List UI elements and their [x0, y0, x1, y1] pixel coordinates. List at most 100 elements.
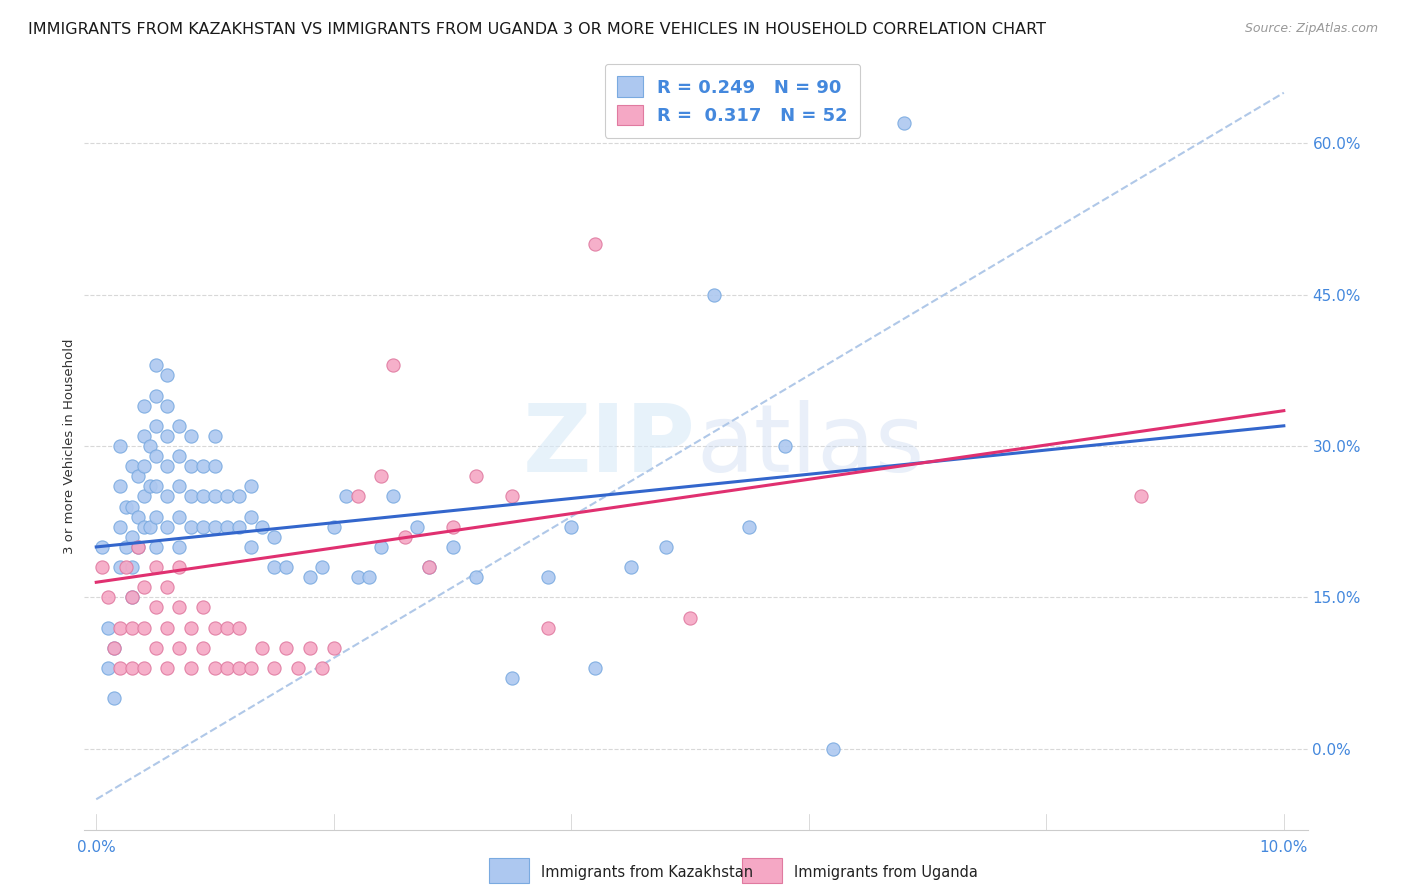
Text: Immigrants from Uganda: Immigrants from Uganda — [794, 865, 979, 880]
Point — [536, 570, 558, 584]
Point — [298, 640, 321, 655]
Point — [121, 591, 143, 605]
Point — [560, 520, 582, 534]
Point — [263, 661, 285, 675]
Point — [322, 520, 344, 534]
Point — [132, 580, 155, 594]
Point — [263, 560, 285, 574]
Point — [703, 287, 725, 301]
Point — [145, 560, 167, 574]
Point — [239, 540, 262, 554]
Point — [127, 509, 149, 524]
Point — [215, 490, 238, 504]
Point — [156, 520, 179, 534]
Point — [108, 661, 131, 675]
Point — [138, 520, 160, 534]
Point — [204, 621, 226, 635]
Point — [156, 368, 179, 383]
Point — [145, 449, 167, 463]
Point — [156, 621, 179, 635]
Point — [276, 560, 298, 574]
Point — [204, 429, 226, 443]
Point — [121, 661, 143, 675]
Point — [655, 540, 678, 554]
Point — [180, 429, 202, 443]
Point — [228, 661, 250, 675]
Point — [1130, 490, 1153, 504]
Point — [108, 439, 131, 453]
Point — [418, 560, 440, 574]
Point — [145, 509, 167, 524]
Point — [191, 600, 214, 615]
Point — [169, 418, 191, 433]
Point — [679, 610, 702, 624]
Point — [370, 540, 392, 554]
Point — [359, 570, 381, 584]
Point — [276, 640, 298, 655]
Point — [204, 490, 226, 504]
Legend: R = 0.249   N = 90, R =  0.317   N = 52: R = 0.249 N = 90, R = 0.317 N = 52 — [605, 64, 860, 138]
Point — [169, 479, 191, 493]
Point — [169, 540, 191, 554]
Point — [145, 640, 167, 655]
Point — [228, 520, 250, 534]
Point — [239, 661, 262, 675]
Point — [156, 490, 179, 504]
Point — [441, 540, 464, 554]
Point — [228, 490, 250, 504]
Point — [370, 469, 392, 483]
Point — [311, 661, 333, 675]
Point — [501, 490, 523, 504]
Point — [145, 600, 167, 615]
Point — [346, 490, 368, 504]
Point — [169, 640, 191, 655]
Point — [346, 570, 368, 584]
Point — [239, 479, 262, 493]
Point — [252, 640, 274, 655]
Point — [97, 591, 120, 605]
Point — [191, 490, 214, 504]
Point — [169, 509, 191, 524]
Point — [418, 560, 440, 574]
Text: ZIP: ZIP — [523, 400, 696, 492]
Point — [228, 621, 250, 635]
Point — [583, 237, 606, 252]
Point — [132, 490, 155, 504]
Point — [180, 459, 202, 474]
Point — [156, 429, 179, 443]
Point — [215, 621, 238, 635]
Point — [773, 439, 796, 453]
Point — [91, 560, 114, 574]
Point — [406, 520, 429, 534]
Text: atlas: atlas — [696, 400, 924, 492]
Point — [103, 691, 125, 706]
Point — [91, 540, 114, 554]
Point — [215, 520, 238, 534]
Point — [298, 570, 321, 584]
Point — [127, 540, 149, 554]
Point — [441, 520, 464, 534]
Point — [738, 520, 761, 534]
Text: Immigrants from Kazakhstan: Immigrants from Kazakhstan — [541, 865, 754, 880]
Point — [156, 459, 179, 474]
Point — [145, 358, 167, 372]
Point — [108, 520, 131, 534]
Point — [335, 490, 357, 504]
Point — [893, 116, 915, 130]
FancyBboxPatch shape — [742, 858, 782, 883]
Point — [156, 580, 179, 594]
Point — [215, 661, 238, 675]
Point — [132, 621, 155, 635]
Point — [239, 509, 262, 524]
Point — [287, 661, 309, 675]
Point — [204, 520, 226, 534]
Point — [121, 500, 143, 514]
Point — [132, 520, 155, 534]
FancyBboxPatch shape — [489, 858, 529, 883]
Point — [501, 671, 523, 685]
Point — [145, 540, 167, 554]
Point — [169, 449, 191, 463]
Point — [108, 560, 131, 574]
Text: IMMIGRANTS FROM KAZAKHSTAN VS IMMIGRANTS FROM UGANDA 3 OR MORE VEHICLES IN HOUSE: IMMIGRANTS FROM KAZAKHSTAN VS IMMIGRANTS… — [28, 22, 1046, 37]
Point — [127, 469, 149, 483]
